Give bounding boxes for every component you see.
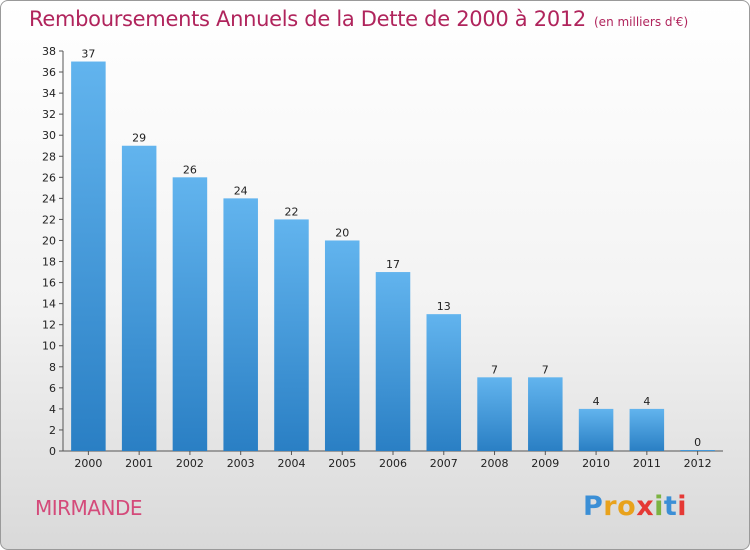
bar-2012 (680, 450, 715, 451)
logo-letter: x (636, 491, 655, 522)
bar-2000 (71, 61, 106, 452)
logo-letter: r (603, 491, 618, 522)
x-tick-label-2010: 2010 (582, 457, 610, 470)
x-tick-label-2004: 2004 (277, 457, 305, 470)
x-tick-label-2001: 2001 (125, 457, 153, 470)
x-tick-label-2009: 2009 (531, 457, 559, 470)
data-label-2012: 0 (694, 436, 701, 449)
y-tick-label: 0 (49, 445, 56, 458)
logo-letter: i (677, 491, 688, 522)
y-tick-label: 8 (49, 361, 56, 374)
bar-2009 (528, 377, 563, 451)
bar-2006 (375, 272, 411, 451)
x-tick-label-2005: 2005 (328, 457, 356, 470)
y-tick-label: 32 (42, 108, 56, 121)
x-tick-label-2000: 2000 (74, 457, 102, 470)
y-tick-label: 20 (42, 234, 56, 247)
data-label-2009: 7 (542, 363, 549, 376)
logo-letter: i (654, 491, 664, 522)
y-tick-label: 22 (42, 213, 56, 226)
x-tick-label-2012: 2012 (684, 457, 712, 470)
y-tick-label: 16 (42, 277, 56, 290)
data-label-2011: 4 (643, 395, 650, 408)
bars-group (71, 61, 715, 452)
proxiti-logo[interactable]: Proxiti (583, 491, 687, 522)
data-label-2000: 37 (81, 48, 95, 61)
x-tick-label-2008: 2008 (481, 457, 509, 470)
logo-letter: o (617, 491, 637, 522)
y-tick-label: 24 (42, 192, 56, 205)
data-label-2004: 22 (284, 205, 298, 218)
commune-name: MIRMANDE (35, 496, 143, 520)
data-label-2002: 26 (183, 163, 197, 176)
bar-2004 (274, 219, 309, 451)
logo-letter: t (663, 491, 678, 522)
data-label-2005: 20 (335, 226, 349, 239)
y-tick-label: 36 (42, 66, 56, 79)
bar-2007 (426, 314, 462, 451)
y-tick-label: 6 (49, 382, 56, 395)
y-tick-label: 34 (42, 87, 56, 100)
y-tick-label: 14 (42, 298, 56, 311)
x-tick-label-2011: 2011 (633, 457, 661, 470)
chart-subtitle: (en milliers d'€) (594, 15, 689, 29)
y-tick-label: 30 (42, 129, 56, 142)
x-tick-label-2002: 2002 (176, 457, 204, 470)
x-tick-label-2007: 2007 (430, 457, 458, 470)
chart-title: Remboursements Annuels de la Dette de 20… (29, 7, 586, 31)
title-row: Remboursements Annuels de la Dette de 20… (29, 7, 688, 31)
y-tick-label: 4 (49, 403, 56, 416)
x-tick-label-2006: 2006 (379, 457, 407, 470)
y-tick-label: 28 (42, 150, 56, 163)
bar-2008 (477, 377, 512, 451)
data-label-2006: 17 (386, 258, 400, 271)
data-label-2001: 29 (132, 132, 146, 145)
y-tick-label: 26 (42, 171, 56, 184)
x-tick-label-2003: 2003 (227, 457, 255, 470)
bar-2002 (172, 177, 208, 451)
bar-2010 (578, 408, 614, 451)
y-tick-label: 38 (42, 45, 56, 58)
data-label-2010: 4 (593, 395, 600, 408)
y-tick-label: 2 (49, 424, 56, 437)
bar-2001 (121, 145, 157, 451)
data-label-2007: 13 (437, 300, 451, 313)
y-tick-label: 12 (42, 319, 56, 332)
y-tick-label: 10 (42, 340, 56, 353)
data-label-2008: 7 (491, 363, 498, 376)
bar-2011 (629, 408, 665, 451)
y-tick-label: 18 (42, 256, 56, 269)
logo-letter: P (583, 491, 604, 522)
bar-2003 (223, 198, 258, 451)
data-label-2003: 24 (234, 184, 248, 197)
labels-group: 37 29 26 24 22 20 17 13 7 7 4 4 0 (81, 48, 701, 449)
bar-2005 (324, 240, 360, 451)
